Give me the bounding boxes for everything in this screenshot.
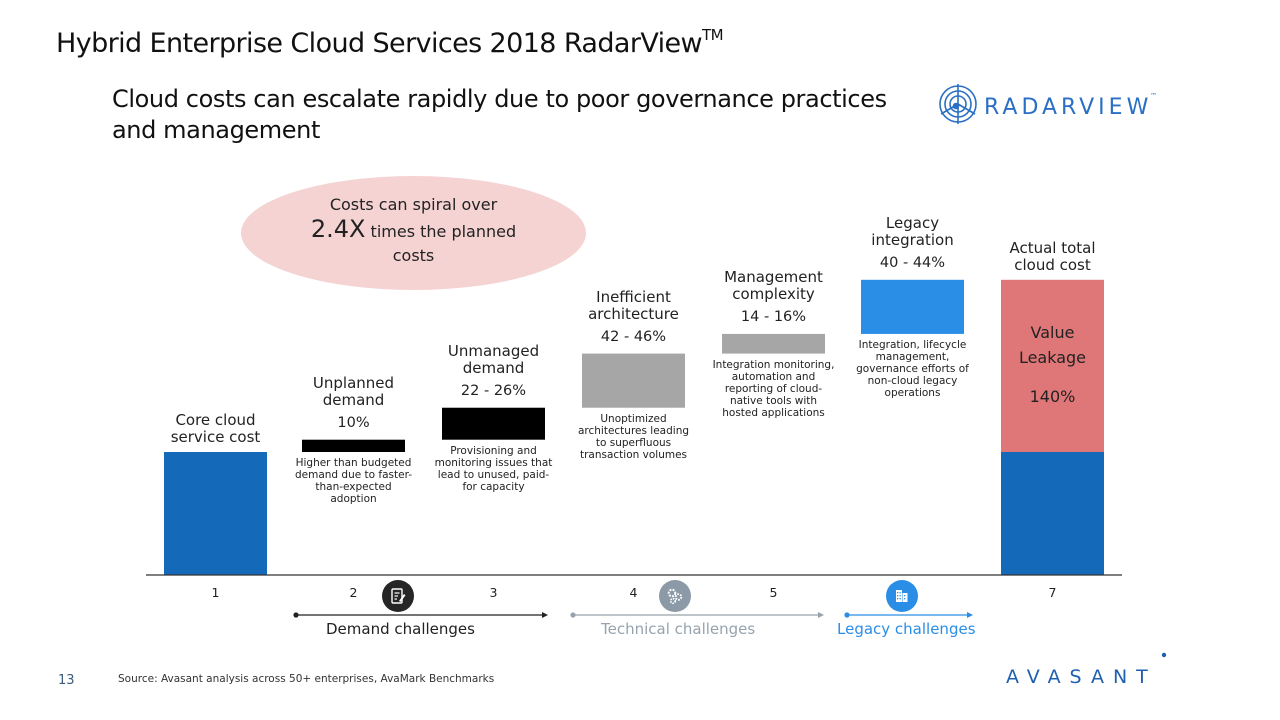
trademark-mark: TM — [702, 26, 724, 44]
callout-line-3: costs — [392, 246, 435, 265]
bar-7-segment-value-leakage — [1001, 279, 1104, 452]
x-tick-3: 3 — [489, 585, 498, 600]
document-edit-icon — [382, 580, 414, 612]
bar-description-6: Integration, lifecycle management, gover… — [856, 338, 969, 399]
bar-description-5: Integration monitoring, automation and r… — [712, 358, 835, 419]
radarview-wordmark: RADARVIEW — [984, 95, 1152, 120]
bar-label-line: demand — [322, 390, 385, 409]
radarview-logo: RADARVIEW ™ — [939, 84, 1157, 124]
bar-label-line: cloud cost — [1014, 255, 1091, 274]
bar-description-3: Provisioning and monitoring issues that … — [434, 444, 553, 493]
page-number: 13 — [58, 673, 75, 688]
value-leakage-line-1: Value — [1030, 323, 1075, 342]
avasant-logo-dot — [1161, 652, 1167, 658]
bar-label-2: Unplanned demand — [279, 373, 429, 409]
bar-label-line: Management — [724, 267, 823, 286]
bar-label-line: complexity — [732, 284, 815, 303]
callout-line-1: Costs can spiral over — [329, 195, 498, 214]
value-leakage-label: Value Leakage 140% — [1001, 320, 1104, 409]
bar-3-unmanaged-demand — [442, 407, 545, 440]
arrowhead-icon — [818, 612, 824, 618]
bar-label-4: Inefficient architecture — [559, 287, 709, 323]
slide-title: Hybrid Enterprise Cloud Services 2018 Ra… — [56, 26, 724, 59]
bar-value-3: 22 - 26% — [460, 382, 527, 399]
x-tick-7: 7 — [1048, 585, 1057, 600]
group-start-dot — [844, 612, 850, 618]
group-start-dot — [570, 612, 576, 618]
bar-5-management-complexity — [722, 333, 825, 354]
bar-label-line: integration — [871, 230, 954, 249]
bar-label-line: service cost — [170, 428, 261, 446]
avasant-logo: AVASANT — [1006, 652, 1167, 688]
group-label-legacy-challenges: Legacy challenges — [837, 620, 976, 638]
bar-value-2: 10% — [337, 414, 370, 431]
group-label-technical-challenges: Technical challenges — [601, 620, 756, 638]
bar-value-6: 40 - 44% — [879, 254, 946, 271]
bar-label-line: Legacy — [885, 213, 940, 232]
bar-1-core-cloud-service-cost — [164, 452, 267, 575]
value-leakage-line-2: Leakage — [1018, 348, 1087, 367]
buildings-icon — [886, 580, 918, 612]
bar-label-line: Unplanned — [312, 373, 395, 392]
radar-icon — [939, 84, 977, 124]
callout-line-2-text: times the planned — [365, 222, 517, 241]
gears-icon — [659, 580, 691, 612]
bar-label-line: Inefficient — [596, 287, 671, 306]
radarview-tm: ™ — [1150, 92, 1157, 100]
bar-2-unplanned-demand — [302, 439, 405, 452]
arrowhead-icon — [542, 612, 548, 618]
callout-line-2: 2.4X times the planned — [241, 217, 586, 244]
bar-label-7: Actual total cloud cost — [978, 238, 1128, 274]
bar-value-5: 14 - 16% — [740, 308, 807, 325]
avasant-wordmark: AVASANT — [1006, 666, 1157, 688]
bar-label-line: Core cloud — [175, 411, 256, 429]
bar-value-4: 42 - 46% — [600, 328, 667, 345]
slide-subtitle: Cloud costs can escalate rapidly due to … — [112, 85, 887, 144]
group-label-demand-challenges: Demand challenges — [326, 620, 475, 638]
bar-label-3: Unmanaged demand — [419, 341, 569, 377]
bar-label-6: Legacy integration — [838, 213, 988, 249]
bar-7-segment-core-cloud-service-cost — [1001, 452, 1104, 575]
bar-6-legacy-integration — [861, 279, 964, 334]
bar-label-line: demand — [462, 358, 525, 377]
arrowhead-icon — [967, 612, 973, 618]
slide-title-text: Hybrid Enterprise Cloud Services 2018 Ra… — [56, 28, 703, 59]
source-note: Source: Avasant analysis across 50+ ente… — [118, 673, 495, 685]
bar-label-line: Actual total — [1009, 238, 1096, 257]
value-leakage-value: 140% — [1029, 387, 1076, 406]
bar-label-line: architecture — [588, 304, 679, 323]
group-start-dot — [293, 612, 299, 618]
bar-description-2: Higher than budgeted demand due to faste… — [294, 457, 413, 505]
callout-highlight: 2.4X — [310, 215, 366, 243]
bar-label-5: Management complexity — [699, 267, 849, 303]
x-tick-5: 5 — [769, 585, 778, 600]
x-tick-1: 1 — [211, 585, 220, 600]
bar-label-line: Unmanaged — [447, 341, 540, 360]
x-tick-4: 4 — [629, 585, 638, 600]
bar-description-4: Unoptimized architectures leading to sup… — [577, 412, 690, 461]
callout-text: Costs can spiral over 2.4X times the pla… — [241, 193, 586, 268]
bar-label-1: Core cloud service cost — [141, 412, 291, 446]
bar-4-inefficient-architecture — [582, 353, 685, 408]
callout-ellipse — [241, 176, 586, 290]
x-tick-2: 2 — [349, 585, 358, 600]
